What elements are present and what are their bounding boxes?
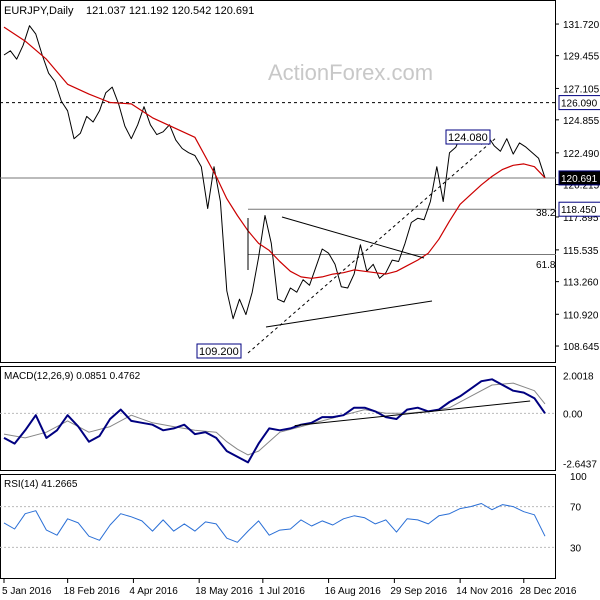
- price-ytick-label-5: 120.215: [563, 181, 600, 192]
- macd-panel: 2.0018 0.00 -2.6437: [0, 372, 597, 470]
- price-levels: [0, 102, 556, 256]
- price-panel-frame: [0, 0, 556, 363]
- macd-ytick-label-1: 0.00: [563, 409, 583, 420]
- trendlines: [247, 136, 498, 354]
- fib-382-label: 38.2: [536, 208, 556, 219]
- axis-level-box-2: [558, 201, 600, 217]
- xtick-label-5: 16 Aug 2016: [325, 586, 382, 597]
- price-ytick-label-10: 108.645: [563, 342, 600, 353]
- rsi-panel: 100 70 30: [0, 472, 587, 554]
- rsi-ytick-label-2: 30: [570, 543, 582, 554]
- axis-level-box-0: [558, 95, 600, 111]
- xtick-label-7: 14 Nov 2016: [456, 586, 513, 597]
- price-ytick-label-6: 117.895: [563, 213, 599, 224]
- rsi-line: [3, 503, 546, 543]
- macd-trendline: [294, 400, 531, 427]
- price-ytick-label-2: 127.105: [563, 84, 600, 95]
- xtick-label-0: 5 Jan 2016: [2, 586, 52, 597]
- price-ytick-label-4: 122.490: [563, 149, 600, 160]
- price-ytick-label-3: 124.855: [563, 116, 600, 127]
- rsi-title: RSI(14) 41.2665: [4, 479, 78, 490]
- price-ytick-label-0: 131.720: [563, 20, 600, 31]
- price-ytick-label-8: 113.260: [563, 278, 599, 289]
- price-ytick-label-7: 115.535: [563, 246, 599, 257]
- macd-line: [3, 378, 546, 464]
- low-label: 109.200: [199, 346, 239, 358]
- macd-ytick-label-0: 2.0018: [563, 372, 594, 383]
- watermark: ActionForex.com: [268, 60, 433, 85]
- rsi-ytick-label-1: 70: [570, 503, 582, 514]
- price-ytick-label-1: 129.455: [563, 52, 600, 63]
- high-label: 124.080: [448, 132, 488, 144]
- sma-line: [3, 26, 546, 279]
- price-annotations: 124.080 109.200 38.2 61.8: [196, 129, 556, 359]
- xtick-label-4: 1 Jul 2016: [259, 586, 306, 597]
- fib-swing-line: [247, 136, 498, 354]
- macd-title: MACD(12,26,9) 0.0851 0.4762: [4, 371, 141, 382]
- rsi-panel-frame: [0, 474, 556, 579]
- xtick-label-2: 4 Apr 2016: [129, 586, 178, 597]
- price-y-axis: 131.720 129.455 127.105 124.855 122.490 120.2…: [555, 20, 600, 353]
- xtick-label-3: 18 May 2016: [195, 586, 253, 597]
- triangle-upper-trendline: [281, 216, 425, 259]
- ohlc-readout: 121.037 121.192 120.542 120.691: [86, 5, 254, 17]
- xtick-label-1: 18 Feb 2016: [64, 586, 121, 597]
- axis-level-label-0: 126.090: [561, 99, 598, 110]
- x-axis: 5 Jan 2016 18 Feb 2016 4 Apr 2016 18 May 20…: [2, 578, 577, 597]
- xtick-label-6: 29 Sep 2016: [390, 586, 447, 597]
- chart-title: EURJPY,Daily: [4, 5, 74, 17]
- axis-level-box-1: [558, 170, 600, 186]
- rsi-ytick-label-0: 100: [570, 472, 587, 483]
- macd-ytick-label-2: -2.6437: [563, 459, 597, 470]
- triangle-lower-trendline: [265, 300, 433, 328]
- axis-level-label-1: 120.691: [561, 174, 598, 185]
- low-label-box: [196, 343, 242, 359]
- price-series-line: [3, 25, 546, 320]
- price-ytick-label-9: 110.920: [563, 310, 599, 321]
- axis-level-label-2: 118.450: [561, 205, 597, 216]
- xtick-label-8: 28 Dec 2016: [520, 586, 577, 597]
- price-series: [3, 25, 546, 320]
- macd-panel-frame: [0, 366, 556, 471]
- high-label-box: [445, 129, 491, 145]
- fib-618-label: 61.8: [536, 260, 556, 271]
